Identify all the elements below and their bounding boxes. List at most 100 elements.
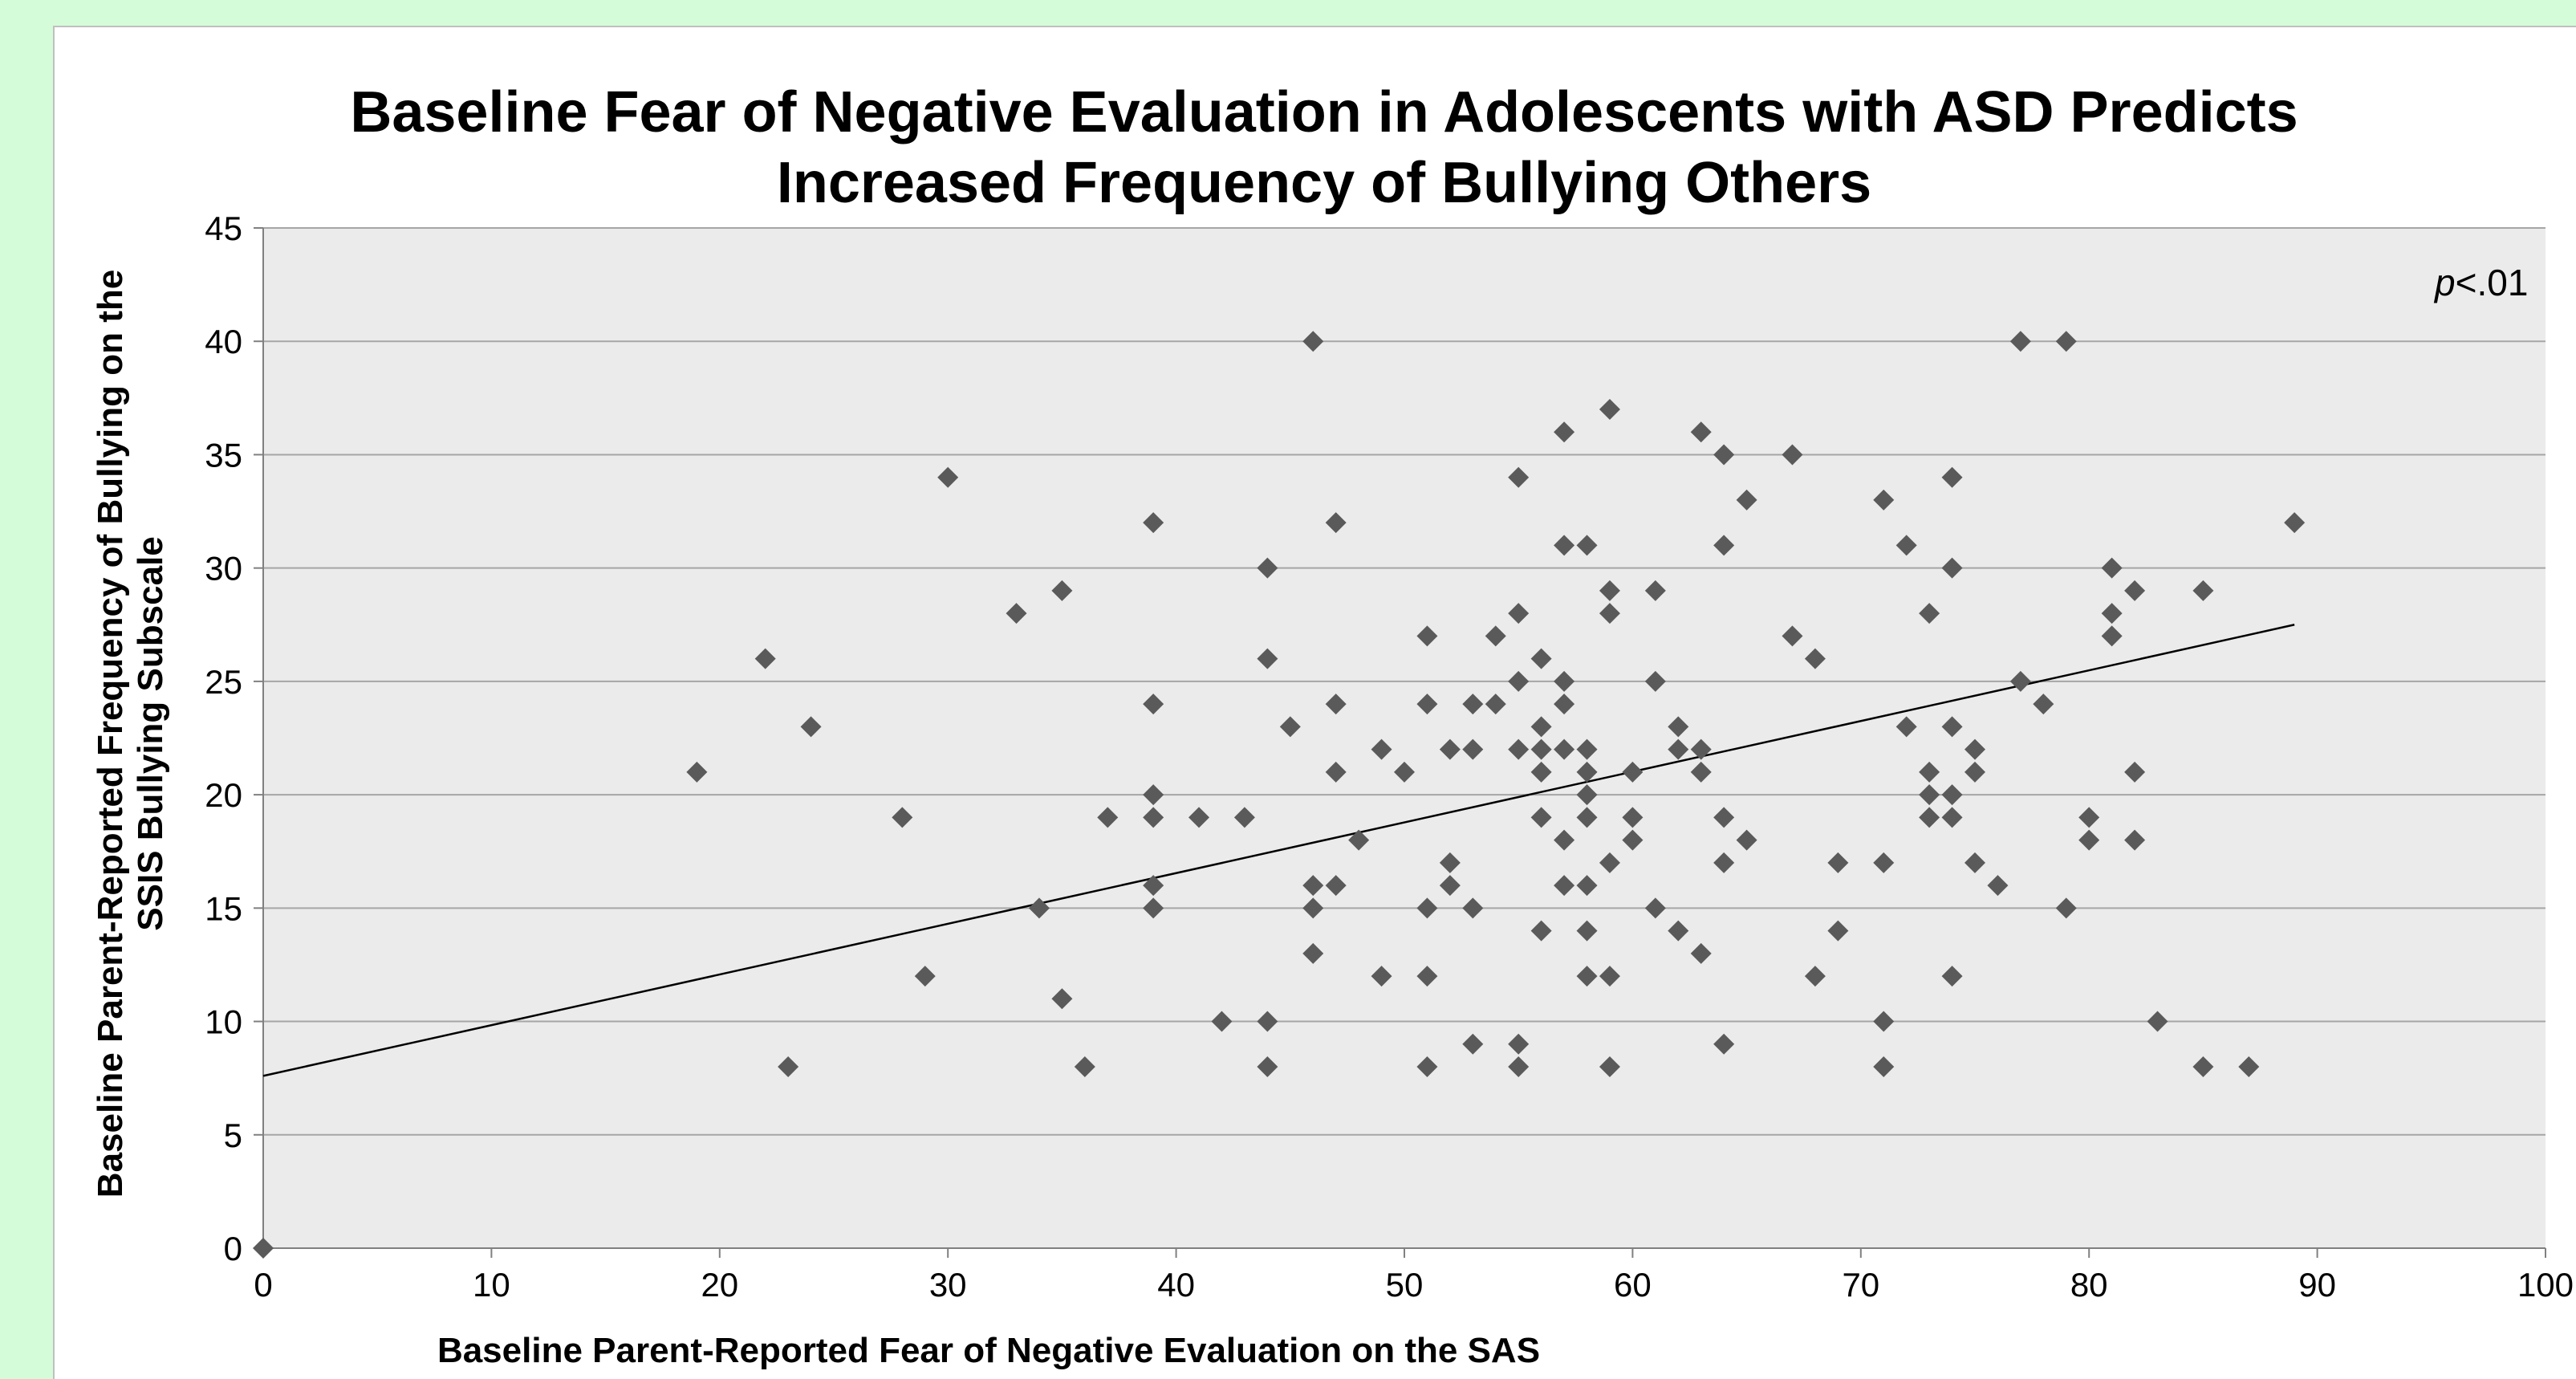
- scatter-chart: Baseline Fear of Negative Evaluation in …: [91, 80, 2574, 1370]
- x-tick-label: 90: [2298, 1266, 2336, 1304]
- data-point: [1143, 875, 1164, 897]
- data-point: [1233, 807, 1255, 828]
- data-point: [754, 648, 776, 669]
- x-tick-label: 10: [473, 1266, 510, 1304]
- trendline-layer: [262, 624, 2295, 1077]
- y-tick-label: 0: [224, 1230, 242, 1267]
- data-point: [1965, 738, 1985, 760]
- data-point: [1782, 625, 1803, 647]
- data-point: [1965, 761, 1985, 783]
- data-point: [1873, 1011, 1895, 1032]
- data-point: [1416, 625, 1438, 647]
- data-point: [1622, 807, 1644, 828]
- data-point: [1188, 807, 1210, 828]
- data-point: [1919, 603, 1940, 624]
- data-point: [1576, 761, 1598, 783]
- data-point: [2147, 1011, 2168, 1032]
- x-axis-title: Baseline Parent-Reported Fear of Negativ…: [437, 1331, 1540, 1370]
- data-point: [1987, 875, 2009, 897]
- y-tick-label: 30: [205, 550, 242, 588]
- data-point: [1302, 942, 1324, 964]
- data-point: [1143, 784, 1164, 806]
- data-point: [2101, 557, 2123, 579]
- data-point: [2055, 897, 2077, 919]
- data-point: [2101, 625, 2123, 647]
- data-point: [1599, 580, 1620, 601]
- data-point: [1668, 920, 1689, 942]
- trendline: [262, 624, 2295, 1077]
- chart-title-line-2: Increased Frequency of Bullying Others: [777, 151, 1871, 215]
- data-point: [2078, 829, 2100, 851]
- data-point: [686, 761, 708, 783]
- data-point: [1371, 966, 1392, 987]
- significance-annotation: p<.01: [2433, 262, 2528, 303]
- data-point: [1644, 580, 1666, 601]
- data-point: [1895, 535, 1917, 556]
- data-point: [1257, 1011, 1278, 1032]
- data-point: [1508, 466, 1530, 488]
- y-tick-label: 10: [205, 1003, 242, 1041]
- data-point: [1530, 761, 1552, 783]
- y-axis-title-line-1: Baseline Parent-Reported Frequency of Bu…: [91, 270, 130, 1198]
- data-point: [1051, 988, 1073, 1010]
- data-point: [2284, 512, 2306, 534]
- data-point: [1713, 852, 1735, 873]
- data-point: [1143, 694, 1164, 715]
- data-point: [937, 466, 959, 488]
- data-point: [1462, 738, 1484, 760]
- y-tick-label: 20: [205, 776, 242, 814]
- data-point: [1599, 852, 1620, 873]
- data-point: [1576, 966, 1598, 987]
- data-point: [2192, 1056, 2214, 1078]
- data-point: [2124, 761, 2146, 783]
- x-tick-label: 50: [1386, 1266, 1424, 1304]
- data-point: [1554, 875, 1575, 897]
- data-point: [1690, 421, 1712, 443]
- data-point: [1554, 421, 1575, 443]
- data-point: [1028, 897, 1050, 919]
- data-point: [1599, 1056, 1620, 1078]
- data-point: [2009, 331, 2031, 352]
- data-point: [1941, 784, 1963, 806]
- data-point: [1668, 716, 1689, 738]
- data-point: [1257, 1056, 1278, 1078]
- data-point: [1302, 875, 1324, 897]
- data-point: [1713, 444, 1735, 466]
- data-point: [778, 1056, 799, 1078]
- x-tick-labels: 0 10 20 30 40 50 60 70 80 90 100: [254, 1266, 2574, 1304]
- data-point: [1462, 1033, 1484, 1055]
- x-tick-label: 80: [2070, 1266, 2108, 1304]
- data-point: [1919, 761, 1940, 783]
- data-point: [1690, 761, 1712, 783]
- p-value: <.01: [2456, 262, 2529, 303]
- data-point: [1965, 852, 1985, 873]
- data-point: [2078, 807, 2100, 828]
- data-point: [1439, 738, 1461, 760]
- data-point: [253, 1238, 274, 1259]
- data-point: [1143, 807, 1164, 828]
- data-point: [1439, 852, 1461, 873]
- data-point: [1599, 398, 1620, 420]
- data-point: [1325, 512, 1347, 534]
- y-tick-label: 40: [205, 323, 242, 360]
- x-tick-label: 70: [1842, 1266, 1879, 1304]
- data-point: [2101, 603, 2123, 624]
- y-tick-label: 45: [205, 209, 242, 247]
- data-point: [1485, 625, 1506, 647]
- data-point: [1554, 829, 1575, 851]
- data-point: [1485, 694, 1506, 715]
- data-point: [1804, 966, 1826, 987]
- data-point: [1919, 807, 1940, 828]
- data-point: [800, 716, 822, 738]
- data-point: [1416, 694, 1438, 715]
- data-point: [1257, 648, 1278, 669]
- data-point: [1554, 535, 1575, 556]
- data-point: [1873, 1056, 1895, 1078]
- data-point: [1941, 807, 1963, 828]
- data-point: [1508, 1033, 1530, 1055]
- data-point: [1827, 852, 1849, 873]
- data-point: [1941, 716, 1963, 738]
- data-point: [2124, 580, 2146, 601]
- data-point: [892, 807, 913, 828]
- data-point: [1416, 1056, 1438, 1078]
